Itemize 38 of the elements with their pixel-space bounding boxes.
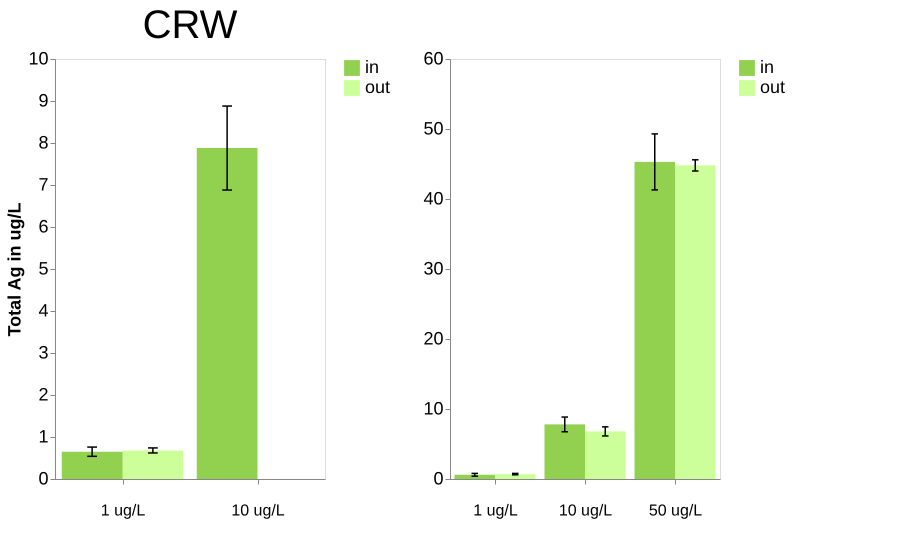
y-tick-label: 10: [28, 48, 48, 68]
x-tick-label: 10 ug/L: [558, 502, 612, 520]
bar: [634, 162, 675, 479]
y-tick-label: 10: [423, 398, 444, 418]
bar: [675, 165, 716, 479]
x-tick-label: 50 ug/L: [648, 502, 702, 520]
bar: [544, 424, 585, 479]
y-tick-label: 0: [433, 468, 444, 488]
y-tick-label: 20: [423, 328, 444, 348]
y-tick-label: 1: [38, 426, 48, 446]
y-tick-label: 6: [38, 216, 48, 236]
bar: [122, 450, 184, 479]
x-tick-label: 1 ug/L: [100, 502, 146, 520]
chart-title: CRW: [142, 3, 238, 47]
y-tick-label: 4: [38, 300, 48, 320]
y-tick-label: 3: [38, 342, 48, 362]
x-tick-label: 1 ug/L: [473, 502, 518, 520]
bar: [62, 452, 122, 479]
y-tick-label: 2: [38, 384, 48, 404]
y-tick-label: 60: [423, 48, 444, 68]
y-tick-label: 50: [423, 118, 444, 138]
bar: [454, 474, 495, 479]
y-axis-title: Total Ag in ug/L: [4, 202, 24, 336]
y-tick-label: 7: [38, 174, 48, 194]
y-tick-label: 8: [38, 132, 48, 152]
y-tick-label: 40: [423, 188, 444, 208]
bar: [495, 474, 536, 479]
y-tick-label: 0: [38, 468, 48, 488]
y-tick-label: 5: [38, 258, 48, 278]
x-tick-label: 10 ug/L: [231, 502, 285, 520]
legend-label: out: [365, 77, 390, 97]
legend-label: in: [365, 57, 380, 77]
bar: [585, 431, 626, 479]
y-tick-label: 30: [423, 258, 444, 278]
y-tick-label: 9: [38, 90, 48, 110]
legend-label: in: [760, 57, 774, 77]
bar: [196, 148, 258, 479]
legend-label: out: [760, 77, 786, 97]
